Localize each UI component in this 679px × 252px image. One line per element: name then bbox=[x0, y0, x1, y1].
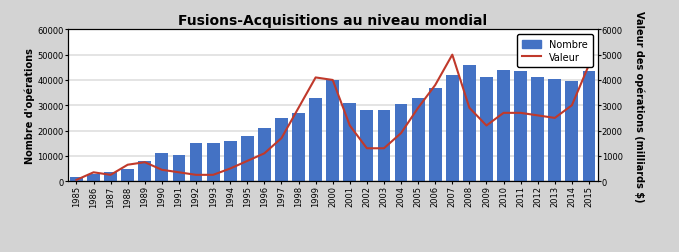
Bar bbox=[361, 111, 373, 181]
Bar bbox=[189, 144, 202, 181]
Bar bbox=[583, 72, 595, 181]
Bar bbox=[463, 66, 476, 181]
Bar bbox=[411, 98, 424, 181]
Bar bbox=[292, 113, 305, 181]
Bar bbox=[155, 154, 168, 181]
Bar bbox=[497, 71, 510, 181]
Bar bbox=[224, 141, 236, 181]
Bar bbox=[122, 169, 134, 181]
Bar bbox=[87, 174, 100, 181]
Bar bbox=[549, 79, 562, 181]
Bar bbox=[429, 88, 441, 181]
Bar bbox=[344, 103, 356, 181]
Bar bbox=[514, 72, 527, 181]
Bar bbox=[446, 76, 459, 181]
Bar bbox=[258, 129, 271, 181]
Y-axis label: Nombre d'opérations: Nombre d'opérations bbox=[24, 48, 35, 164]
Bar bbox=[104, 173, 117, 181]
Bar bbox=[480, 78, 493, 181]
Bar bbox=[206, 144, 219, 181]
Bar bbox=[139, 161, 151, 181]
Bar bbox=[172, 155, 185, 181]
Title: Fusions-Acquisitions au niveau mondial: Fusions-Acquisitions au niveau mondial bbox=[178, 14, 488, 28]
Bar bbox=[394, 105, 407, 181]
Y-axis label: Valeur des opérations (milliards $): Valeur des opérations (milliards $) bbox=[634, 11, 644, 201]
Legend: Nombre, Valeur: Nombre, Valeur bbox=[517, 35, 593, 68]
Bar bbox=[275, 118, 288, 181]
Bar bbox=[241, 136, 254, 181]
Bar bbox=[309, 98, 322, 181]
Bar bbox=[70, 178, 83, 181]
Bar bbox=[566, 82, 579, 181]
Bar bbox=[378, 111, 390, 181]
Bar bbox=[532, 78, 544, 181]
Bar bbox=[327, 81, 339, 181]
